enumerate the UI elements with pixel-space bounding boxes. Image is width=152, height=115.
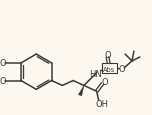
Text: OH: OH — [95, 99, 108, 108]
FancyBboxPatch shape — [102, 63, 117, 73]
Polygon shape — [78, 86, 84, 96]
Text: O: O — [101, 77, 108, 86]
Text: O: O — [0, 76, 6, 85]
Text: O: O — [0, 59, 6, 68]
Text: O: O — [104, 50, 111, 59]
Text: O: O — [119, 65, 126, 74]
Text: HN: HN — [89, 70, 102, 79]
Text: Abs: Abs — [103, 66, 116, 72]
